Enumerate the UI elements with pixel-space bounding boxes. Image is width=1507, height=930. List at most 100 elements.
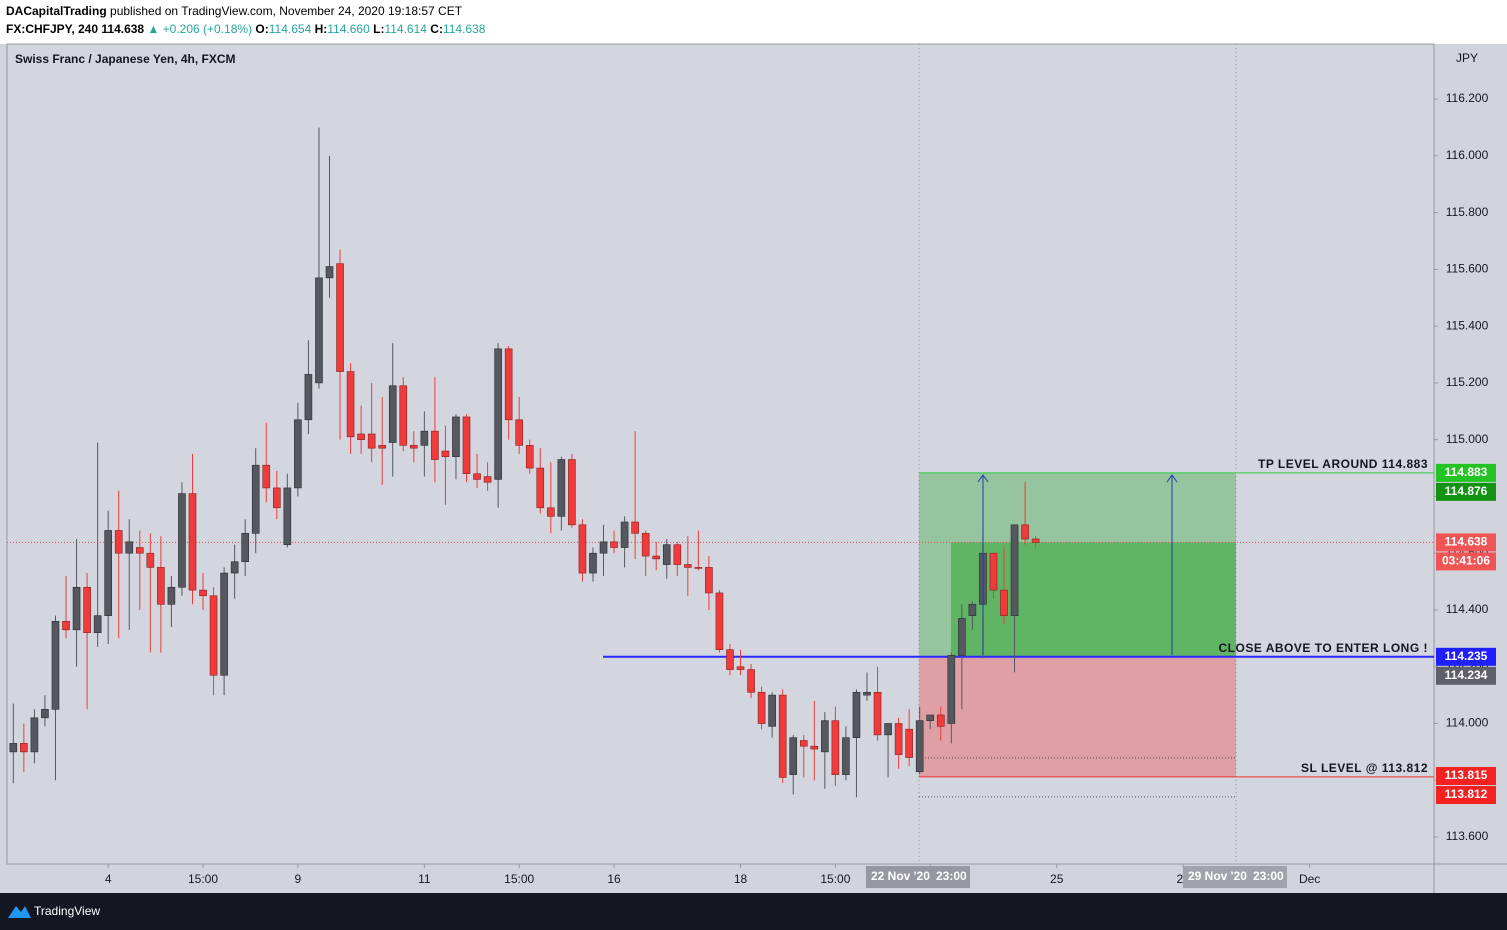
body [273, 487, 281, 509]
y-tick-label: 115.200 [1446, 375, 1489, 389]
body [462, 416, 471, 475]
body [631, 521, 639, 534]
body [1031, 538, 1040, 543]
body [357, 433, 365, 440]
body [652, 555, 661, 560]
y-tick-label: 114.400 [1446, 602, 1489, 616]
symbol: FX:CHFJPY, 240 [6, 22, 98, 36]
body [894, 723, 903, 756]
y-tick-label: 116.200 [1446, 91, 1489, 105]
body [842, 737, 850, 775]
body [536, 467, 545, 509]
price-tag-label: 113.815 [1445, 768, 1488, 782]
y-tick-label: 115.800 [1446, 205, 1489, 219]
body [399, 385, 408, 446]
chart-title: Swiss Franc / Japanese Yen, 4h, FXCM [15, 52, 236, 66]
body [230, 561, 239, 574]
body [188, 493, 197, 591]
body [958, 618, 966, 656]
body [325, 266, 334, 279]
c: 114.638 [443, 22, 486, 36]
body [431, 430, 439, 460]
y-tick-label: 115.400 [1446, 318, 1489, 332]
body [167, 586, 176, 605]
body [515, 419, 524, 446]
last: 114.638 [101, 22, 144, 36]
body [778, 694, 787, 778]
x-tick-label: 15:00 [820, 872, 850, 886]
body [599, 541, 608, 554]
body [768, 694, 776, 727]
price-tag-label: 113.812 [1445, 787, 1488, 801]
body [694, 567, 703, 569]
body [799, 740, 808, 747]
body [483, 476, 492, 483]
body [62, 621, 70, 631]
x-tick-label: 15:00 [504, 872, 534, 886]
body [504, 348, 513, 421]
o-label: O: [255, 22, 268, 36]
range-date: 29 Nov '20 [1188, 869, 1247, 883]
y-tick-label: 116.000 [1446, 148, 1489, 162]
range-label-bg [866, 866, 970, 888]
body [199, 589, 207, 597]
logo [8, 906, 31, 918]
y-tick-label: 115.600 [1446, 262, 1489, 276]
body [662, 544, 671, 565]
body [367, 433, 376, 449]
body [346, 371, 355, 438]
body [705, 567, 713, 594]
level-label: SL LEVEL @ 113.812 [1301, 761, 1428, 775]
x-tick-label: 4 [105, 872, 112, 886]
body [441, 450, 450, 457]
body [452, 416, 460, 457]
x-tick-label: 9 [295, 872, 302, 886]
body [178, 493, 186, 588]
body [936, 714, 945, 727]
body [241, 533, 249, 563]
body [93, 615, 102, 633]
plot-area [6, 43, 1435, 865]
body [378, 445, 386, 449]
price-tag-label: 114.638 [1445, 535, 1488, 549]
body [135, 547, 144, 554]
body [821, 720, 829, 753]
body [810, 745, 819, 750]
body [315, 277, 323, 384]
price-tag [1436, 463, 1496, 482]
price-tag [1436, 482, 1496, 501]
published: published on TradingView.com, November 2… [110, 4, 463, 18]
body [673, 544, 682, 565]
l-label: L: [373, 22, 384, 36]
price-tag [1436, 767, 1496, 786]
level-label: CLOSE ABOVE TO ENTER LONG ! [1218, 641, 1428, 655]
body [989, 552, 998, 591]
body [568, 459, 576, 526]
overlay [977, 474, 1178, 655]
body [220, 572, 228, 676]
body [926, 714, 935, 721]
body [388, 385, 397, 443]
body [905, 728, 913, 758]
body [125, 541, 134, 554]
body [1010, 524, 1019, 616]
range-date: 22 Nov '20 [871, 869, 930, 883]
price-tag-label: 114.234 [1445, 668, 1488, 682]
header-bg [0, 0, 1507, 44]
body [747, 669, 755, 693]
body [473, 473, 481, 480]
y-tick-label: 115.000 [1446, 432, 1489, 446]
body [410, 445, 418, 449]
change: ▲ +0.206 (+0.18%) [147, 22, 252, 36]
x-tick-label: 16 [607, 872, 621, 886]
body [494, 348, 502, 480]
header-line1: DACapitalTrading published on TradingVie… [6, 4, 463, 18]
x-tick-label: 11 [418, 872, 431, 886]
price-tag [1436, 666, 1496, 685]
range-label-bg [1183, 866, 1287, 888]
body [72, 586, 81, 631]
body [789, 737, 798, 775]
body [715, 592, 724, 651]
footer-bg [0, 893, 1507, 930]
c-label: C: [430, 22, 443, 36]
